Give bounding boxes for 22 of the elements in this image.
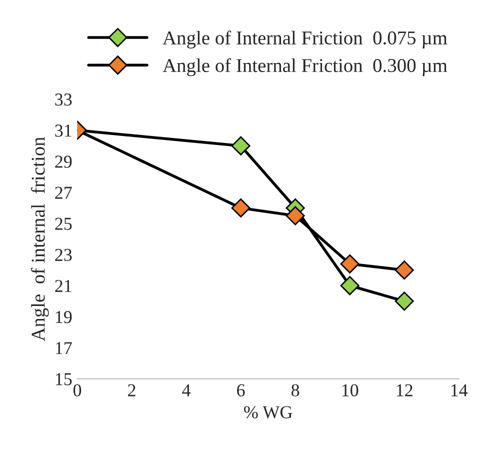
- y-tick-label: 17: [56, 342, 72, 354]
- y-tick-label: 33: [55, 94, 72, 106]
- x-tick-label: 0: [73, 384, 82, 396]
- y-tick-label: 25: [55, 218, 72, 230]
- x-tick-label: 2: [128, 384, 136, 396]
- y-tick-label: 27: [55, 186, 72, 199]
- x-tick-label: 14: [451, 384, 468, 396]
- y-tick-label: 15: [56, 373, 72, 386]
- y-tick-label: 31: [55, 124, 72, 137]
- y-tick-label: 19: [56, 311, 72, 324]
- legend-label: Angle of Internal Friction 0.075 µm: [162, 30, 448, 49]
- x-tick-label: 12: [396, 384, 412, 396]
- y-tick-label: 29: [55, 156, 72, 168]
- y-tick-label: 21: [55, 280, 72, 292]
- y-tick-label: 23: [55, 248, 72, 262]
- legend-label: Angle of Internal Friction 0.300 µm: [162, 58, 448, 76]
- x-axis-title: % WG: [244, 406, 292, 418]
- y-axis-title: Angle of internal friction: [30, 137, 49, 342]
- x-tick-label: 10: [342, 384, 358, 396]
- x-tick-label: 6: [237, 384, 245, 396]
- x-tick-label: 4: [182, 384, 191, 396]
- x-tick-label: 8: [291, 384, 300, 396]
